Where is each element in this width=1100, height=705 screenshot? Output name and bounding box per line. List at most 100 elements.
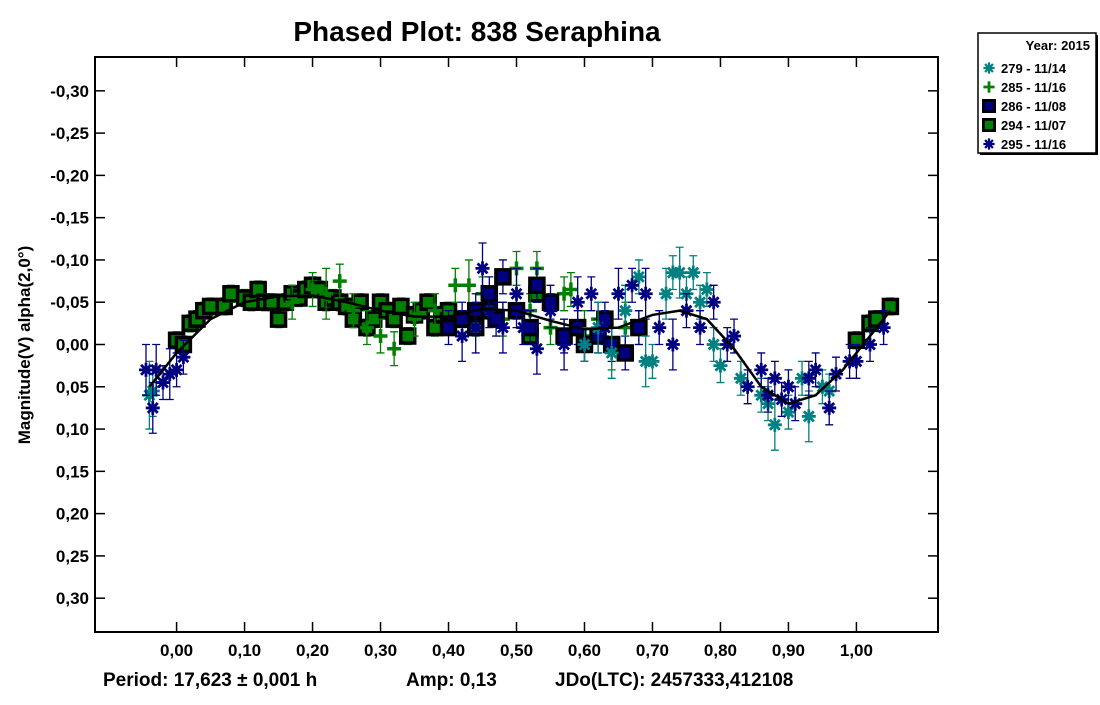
data-point	[346, 303, 361, 318]
x-tick-label: 0,60	[568, 641, 601, 660]
y-tick-label: 0,10	[56, 420, 89, 439]
data-point	[754, 362, 769, 377]
data-point	[849, 354, 864, 369]
data-point	[468, 320, 483, 335]
x-tick-label: 0,10	[228, 641, 261, 660]
y-tick-label: 0,20	[56, 505, 89, 524]
legend: Year: 2015 279 - 11/14 285 - 11/16 286 - 1…	[977, 32, 1098, 155]
data-point	[516, 320, 531, 335]
data-point	[801, 409, 816, 424]
y-tick-label: -0,20	[50, 166, 89, 185]
legend-item-label: 286 - 11/08	[1001, 99, 1066, 114]
data-point	[563, 282, 578, 297]
data-point	[427, 303, 442, 318]
data-point	[699, 282, 714, 297]
data-point	[645, 354, 660, 369]
legend-item-label: 294 - 11/07	[1001, 118, 1066, 133]
data-point	[332, 274, 347, 289]
y-tick-label: -0,10	[50, 251, 89, 270]
y-tick-label: 0,15	[56, 462, 89, 481]
data-point	[631, 269, 646, 284]
data-point	[808, 362, 823, 377]
legend-item-label: 285 - 11/16	[1001, 80, 1066, 95]
x-tick-label: 0,50	[500, 641, 533, 660]
legend-marker-asterisk	[983, 138, 995, 150]
data-point	[686, 265, 701, 280]
data-point	[801, 371, 816, 386]
data-point	[448, 278, 463, 293]
data-point	[495, 320, 510, 335]
data-point	[863, 337, 878, 352]
x-tick-label: 0,30	[364, 641, 397, 660]
data-point	[625, 278, 640, 293]
data-point	[305, 282, 320, 297]
jdo-text: JDo(LTC): 2457333,412108	[555, 670, 793, 691]
data-point	[577, 337, 592, 352]
data-point	[693, 320, 708, 335]
data-point	[706, 295, 721, 310]
legend-title: Year: 2015	[1026, 38, 1090, 53]
data-point	[672, 265, 687, 280]
data-point	[509, 286, 524, 301]
data-point	[659, 286, 674, 301]
data-point	[767, 417, 782, 432]
x-tick-label: 1,00	[840, 641, 873, 660]
data-point	[727, 329, 742, 344]
data-point	[407, 312, 422, 327]
y-axis-label: Magnitude(V) alpha(2,0°)	[15, 246, 34, 445]
amp-text: Amp: 0,13	[406, 670, 497, 691]
legend-marker-asterisk	[983, 62, 995, 74]
fit-curve	[148, 294, 892, 406]
data-point	[528, 276, 546, 295]
data-point	[733, 371, 748, 386]
data-point	[145, 400, 160, 415]
data-point	[611, 286, 626, 301]
y-tick-label: 0,05	[56, 378, 89, 397]
data-point	[387, 341, 402, 356]
y-tick-label: -0,05	[50, 293, 89, 312]
plot-frame	[94, 56, 939, 633]
data-point	[455, 329, 470, 344]
period-text: Period: 17,623 ± 0,001 h	[103, 670, 317, 691]
data-point	[169, 362, 184, 377]
y-tick-label: 0,30	[56, 589, 89, 608]
data-point	[713, 358, 728, 373]
legend-marker-plus	[983, 81, 995, 93]
data-point	[822, 400, 837, 415]
y-tick-label: 0,25	[56, 547, 89, 566]
data-point	[781, 405, 796, 420]
data-point	[359, 320, 374, 335]
data-point	[529, 341, 544, 356]
x-tick-label: 0,00	[160, 641, 193, 660]
data-point	[475, 261, 490, 276]
data-point	[881, 297, 900, 316]
y-tick-label: -0,15	[50, 209, 89, 228]
legend-item-label: 295 - 11/16	[1001, 137, 1066, 152]
data-point	[149, 362, 164, 377]
legend-marker-square	[982, 118, 997, 133]
data-point	[604, 345, 619, 360]
x-tick-label: 0,70	[636, 641, 669, 660]
data-point	[618, 303, 633, 318]
data-point	[638, 286, 653, 301]
data-point	[829, 367, 844, 382]
x-tick-label: 0,90	[772, 641, 805, 660]
data-point	[616, 344, 635, 362]
data-point	[652, 320, 667, 335]
data-point	[665, 337, 680, 352]
data-point	[693, 295, 708, 310]
data-point	[461, 278, 476, 293]
y-tick-label: 0,00	[56, 336, 89, 355]
data-point	[557, 337, 572, 352]
x-tick-label: 0,20	[296, 641, 329, 660]
data-point	[176, 350, 191, 365]
data-point	[767, 371, 782, 386]
data-point	[543, 303, 558, 318]
data-point	[876, 320, 891, 335]
data-point	[494, 268, 512, 286]
data-point	[285, 295, 300, 310]
legend-marker-square	[982, 99, 997, 114]
legend-item-label: 279 - 11/14	[1001, 61, 1067, 76]
